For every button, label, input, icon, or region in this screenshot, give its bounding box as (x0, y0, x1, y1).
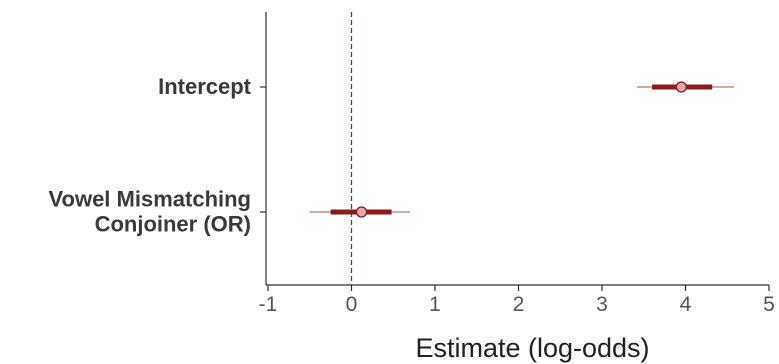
term-1-label-line-1: Conjoiner (OR) (95, 212, 251, 237)
x-tick-labels: -1 0 1 2 3 4 5 (259, 293, 775, 316)
x-tick-label-3: 3 (596, 293, 608, 316)
term-labels: Intercept Vowel Mismatching Conjoiner (OR) (48, 74, 251, 237)
estimate-marks (309, 81, 734, 218)
term-1-label: Vowel Mismatching Conjoiner (OR) (48, 187, 251, 237)
x-tick-label-2: 2 (513, 293, 525, 316)
term-0-label: Intercept (158, 74, 252, 99)
term-1-point-estimate (355, 206, 368, 218)
x-tick-label-1: 1 (429, 293, 441, 316)
term-0-label-line-0: Intercept (158, 74, 252, 99)
x-tick-label-0: 0 (346, 293, 358, 316)
x-axis-label: Estimate (log-odds) (415, 333, 649, 363)
x-tick-label-5: 5 (763, 293, 775, 316)
term-0-point-estimate (675, 81, 687, 93)
x-tick-label--1: -1 (259, 293, 278, 316)
term-1-label-line-0: Vowel Mismatching (48, 187, 251, 212)
x-tick-label-4: 4 (680, 293, 692, 316)
axes (260, 12, 770, 291)
